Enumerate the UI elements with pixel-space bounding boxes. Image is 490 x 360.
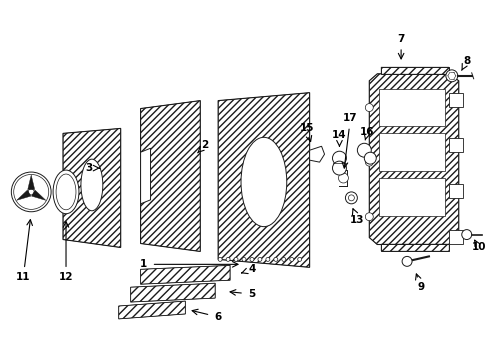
Polygon shape: [381, 67, 449, 74]
Polygon shape: [31, 190, 46, 201]
Text: 11: 11: [16, 272, 30, 282]
Circle shape: [446, 70, 458, 82]
Text: 16: 16: [360, 127, 374, 138]
Bar: [449, 93, 463, 107]
Circle shape: [242, 257, 246, 261]
Circle shape: [250, 257, 254, 261]
Circle shape: [339, 173, 348, 183]
Bar: [449, 138, 463, 152]
Text: 15: 15: [299, 123, 314, 134]
Circle shape: [333, 151, 346, 165]
Polygon shape: [63, 129, 121, 247]
Circle shape: [274, 257, 278, 261]
Ellipse shape: [81, 159, 103, 211]
Text: 7: 7: [397, 34, 405, 44]
Circle shape: [282, 257, 286, 261]
Text: 10: 10: [471, 243, 486, 252]
Circle shape: [11, 172, 51, 212]
Circle shape: [333, 161, 346, 175]
Circle shape: [258, 257, 262, 261]
Polygon shape: [28, 175, 35, 189]
Circle shape: [366, 158, 373, 166]
Text: 2: 2: [201, 140, 209, 150]
Circle shape: [298, 257, 302, 261]
Polygon shape: [141, 100, 200, 251]
Polygon shape: [119, 301, 185, 319]
Text: 1: 1: [140, 259, 147, 269]
Text: 17: 17: [343, 113, 358, 123]
Text: 13: 13: [350, 215, 365, 225]
Circle shape: [28, 189, 34, 195]
Circle shape: [290, 257, 294, 261]
Ellipse shape: [241, 137, 287, 227]
Text: 8: 8: [463, 56, 470, 66]
Circle shape: [462, 230, 472, 239]
Polygon shape: [369, 74, 459, 244]
Text: 3: 3: [85, 163, 93, 173]
Circle shape: [348, 195, 354, 201]
Text: 14: 14: [332, 130, 347, 140]
Circle shape: [366, 213, 373, 221]
Ellipse shape: [53, 170, 79, 214]
Circle shape: [226, 257, 230, 261]
Ellipse shape: [56, 174, 76, 210]
Circle shape: [234, 257, 238, 261]
Circle shape: [266, 257, 270, 261]
Polygon shape: [141, 265, 230, 284]
Bar: [379, 178, 445, 216]
Bar: [379, 133, 445, 171]
Polygon shape: [218, 93, 310, 267]
Polygon shape: [17, 190, 31, 201]
Text: 12: 12: [59, 272, 74, 282]
Circle shape: [402, 256, 412, 266]
Bar: [449, 230, 463, 243]
Text: 6: 6: [215, 312, 222, 322]
Circle shape: [366, 104, 373, 112]
Circle shape: [365, 152, 376, 164]
Circle shape: [218, 257, 222, 261]
Polygon shape: [310, 146, 324, 162]
Text: 9: 9: [417, 282, 424, 292]
Polygon shape: [381, 244, 449, 251]
Polygon shape: [131, 283, 215, 302]
Circle shape: [345, 192, 357, 204]
Polygon shape: [141, 148, 150, 204]
Text: 5: 5: [248, 289, 256, 299]
Bar: [379, 89, 445, 126]
Circle shape: [357, 143, 371, 157]
Text: 4: 4: [248, 264, 256, 274]
Bar: [449, 184, 463, 198]
